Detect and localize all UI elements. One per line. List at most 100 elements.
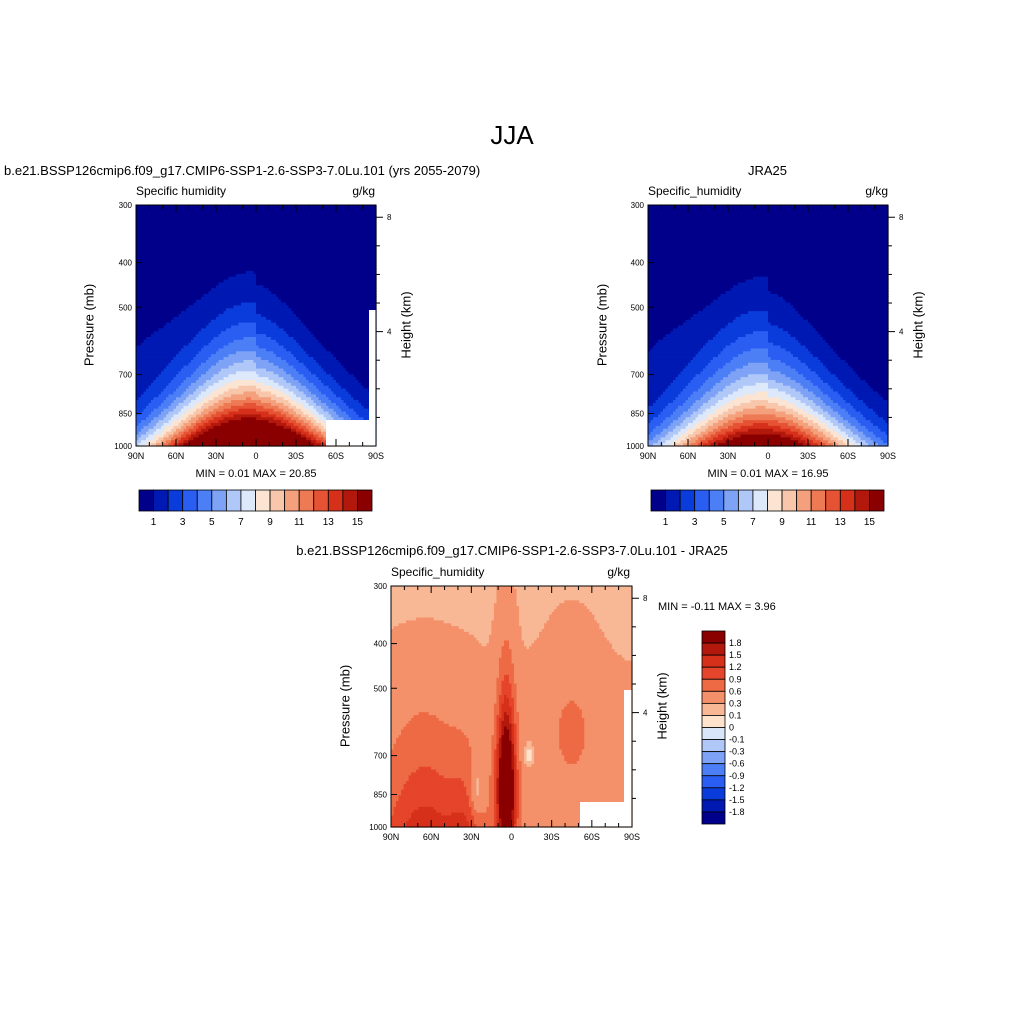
model-contour-cell — [313, 248, 317, 252]
model-contour-cell — [213, 210, 217, 215]
model-contour-cell — [238, 242, 242, 246]
model-contour-cell — [151, 314, 155, 318]
model-contour-cell — [318, 227, 322, 232]
model-contour-cell — [173, 248, 177, 252]
model-contour-cell — [151, 262, 155, 266]
model-contour-cell — [236, 256, 240, 261]
model-contour-cell — [336, 230, 340, 235]
model-contour-cell — [321, 268, 325, 272]
model-contour-cell — [283, 311, 287, 315]
model-contour-cell — [371, 265, 375, 269]
model-contour-cell — [158, 311, 162, 315]
model-contour-cell — [293, 219, 297, 223]
model-contour-cell — [148, 207, 152, 212]
model-contour-cell — [353, 245, 357, 249]
model-contour-cell — [138, 205, 142, 209]
model-contour-cell — [321, 314, 325, 318]
model-contour-cell — [276, 276, 280, 281]
model-contour-cell — [166, 236, 170, 241]
model-contour-cell — [338, 227, 342, 232]
model-contour-cell — [291, 285, 295, 289]
model-contour-cell — [346, 265, 350, 269]
model-contour-cell — [166, 216, 170, 220]
model-contour-cell — [146, 268, 150, 272]
model-contour-cell — [168, 230, 172, 235]
model-contour-cell — [243, 305, 247, 309]
model-contour-cell — [238, 259, 242, 263]
model-contour-cell — [201, 311, 205, 315]
model-contour-cell — [351, 210, 355, 215]
model-contour-cell — [193, 222, 197, 226]
model-contour-cell — [241, 265, 245, 269]
model-contour-cell — [293, 276, 297, 281]
model-contour-cell — [303, 253, 307, 258]
model-contour-cell — [243, 245, 247, 249]
model-contour-cell — [291, 299, 295, 304]
model-contour-cell — [238, 227, 242, 232]
model-contour-cell — [211, 227, 215, 232]
model-contour-cell — [333, 233, 337, 238]
model-contour-cell — [361, 285, 365, 289]
model-contour-cell — [361, 273, 365, 278]
model-contour-cell — [338, 268, 342, 272]
model-contour-cell — [148, 296, 152, 301]
model-contour-cell — [266, 302, 270, 307]
model-contour-cell — [261, 236, 265, 241]
model-contour-cell — [303, 270, 307, 275]
model-contour-cell — [198, 270, 202, 275]
model-contour-cell — [206, 205, 210, 209]
page-title: JJA — [0, 120, 1024, 151]
model-contour-cell — [258, 256, 262, 261]
model-contour-cell — [273, 222, 277, 226]
model-contour-cell — [341, 239, 345, 243]
model-contour-cell — [251, 282, 255, 286]
model-contour-cell — [148, 265, 152, 269]
model-contour-cell — [248, 250, 252, 255]
model-contour-cell — [363, 311, 367, 315]
model-contour-cell — [188, 216, 192, 220]
model-contour-cell — [313, 219, 317, 223]
model-contour-cell — [218, 207, 222, 212]
model-contour-cell — [236, 308, 240, 312]
model-contour-cell — [353, 305, 357, 309]
model-contour-cell — [373, 216, 377, 220]
model-contour-cell — [266, 207, 270, 212]
model-contour-cell — [258, 253, 262, 258]
model-contour-cell — [326, 256, 330, 261]
model-contour-cell — [358, 216, 362, 220]
model-contour-cell — [176, 276, 180, 281]
model-contour-cell — [248, 210, 252, 215]
model-contour-cell — [233, 219, 237, 223]
model-contour-cell — [153, 256, 157, 261]
model-contour-cell — [146, 259, 150, 263]
model-contour-cell — [248, 230, 252, 235]
model-contour-cell — [303, 216, 307, 220]
model-contour-cell — [328, 256, 332, 261]
model-contour-cell — [136, 239, 140, 243]
model-contour-cell — [231, 259, 235, 263]
model-contour-cell — [301, 276, 305, 281]
model-contour-cell — [341, 210, 345, 215]
model-contour-cell — [358, 311, 362, 315]
model-contour-cell — [146, 245, 150, 249]
model-contour-cell — [243, 219, 247, 223]
model-contour-cell — [188, 213, 192, 218]
model-contour-cell — [373, 259, 377, 263]
model-contour-cell — [368, 293, 372, 298]
model-contour-cell — [198, 285, 202, 289]
model-contour-cell — [271, 314, 275, 318]
model-contour-cell — [198, 279, 202, 284]
model-contour-cell — [241, 293, 245, 298]
model-contour-cell — [298, 314, 302, 318]
model-contour-cell — [221, 291, 225, 295]
model-contour-cell — [356, 314, 360, 318]
model-contour-cell — [141, 256, 145, 261]
model-contour-cell — [186, 207, 190, 212]
model-contour-cell — [176, 273, 180, 278]
model-contour-cell — [226, 308, 230, 312]
model-contour-cell — [163, 314, 167, 318]
model-contour-cell — [151, 242, 155, 246]
model-contour-cell — [198, 216, 202, 220]
model-contour-cell — [286, 207, 290, 212]
model-contour-cell — [158, 210, 162, 215]
